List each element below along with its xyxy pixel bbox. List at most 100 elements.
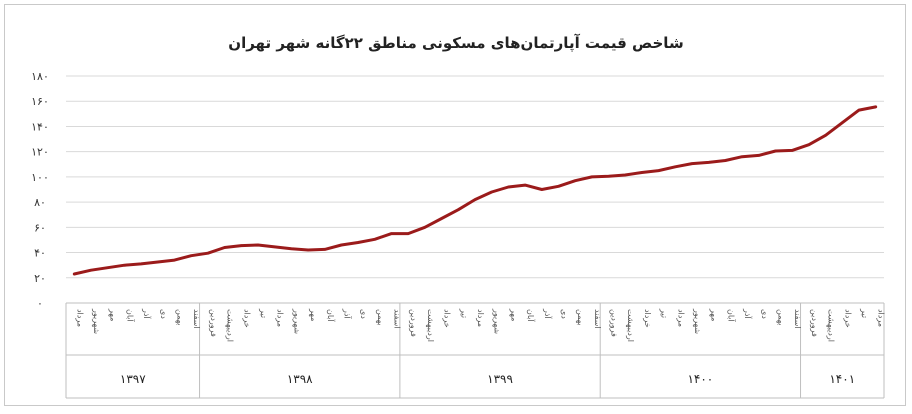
y-tick-label: ۱۴۰	[31, 120, 49, 133]
series-line	[72, 105, 878, 276]
data-point	[206, 251, 210, 255]
x-tick-label: اردیبهشت	[226, 309, 235, 342]
data-point	[240, 244, 243, 247]
x-tick-label: دی	[559, 309, 568, 319]
x-tick-label: اسفند	[393, 309, 402, 329]
x-tick-label: آبان	[125, 309, 135, 323]
data-point	[457, 208, 460, 211]
data-point	[407, 232, 410, 235]
data-point	[123, 263, 126, 267]
x-tick-label: مهر	[109, 308, 118, 321]
x-tick-label: فروردین	[610, 309, 619, 337]
data-point	[223, 246, 226, 249]
data-point	[440, 217, 443, 220]
data-point	[73, 272, 76, 276]
x-tick-label: خرداد	[843, 309, 852, 328]
y-tick-label: ۰	[37, 297, 43, 310]
data-point	[523, 183, 527, 187]
x-tick-label: مرداد	[676, 309, 685, 327]
x-tick-label: اردیبهشت	[827, 309, 836, 342]
x-tick-label: اسفند	[793, 309, 802, 329]
data-point	[139, 262, 143, 266]
x-tick-label: بهمن	[176, 309, 185, 326]
x-tick-label: اسفند	[192, 309, 201, 329]
x-tick-label: اردیبهشت	[626, 309, 635, 342]
y-tick-label: ۸۰	[34, 196, 46, 209]
chart-frame	[4, 4, 906, 406]
data-point	[807, 143, 811, 146]
x-tick-label: بهمن	[776, 309, 785, 326]
x-tick-label: شهریور	[92, 308, 101, 334]
data-point	[290, 247, 293, 250]
x-tick-label: اسفند	[593, 309, 602, 329]
year-label: ۱۳۹۷	[120, 372, 146, 386]
x-tick-label: مهر	[710, 308, 719, 321]
y-tick-label: ۱۶۰	[31, 95, 49, 108]
data-point	[640, 171, 644, 174]
y-axis: ۰ ۲۰ ۴۰ ۶۰ ۸۰ ۱۰۰ ۱۲۰ ۱۴۰ ۱۶۰ ۱۸۰	[31, 70, 49, 310]
data-point	[674, 165, 677, 168]
x-tick-label: آبان	[326, 309, 336, 323]
data-point	[390, 232, 393, 235]
data-point	[657, 169, 660, 172]
x-tick-label: مرداد	[476, 309, 485, 327]
gridlines	[66, 75, 884, 304]
x-tick-label: شهریور	[292, 308, 301, 334]
x-tick-label: خرداد	[643, 309, 652, 328]
x-tick-label: مرداد	[75, 309, 84, 327]
x-tick-label: تیر	[259, 308, 268, 318]
year-label: ۱۴۰۱	[829, 372, 855, 386]
data-point	[173, 258, 176, 262]
data-point	[106, 266, 109, 269]
x-tick-label: فروردین	[209, 309, 218, 337]
data-point	[624, 173, 627, 177]
data-point	[824, 134, 827, 137]
x-tick-label: دی	[760, 309, 769, 319]
x-tick-label: تیر	[860, 308, 869, 318]
data-point	[557, 185, 560, 188]
x-tick-label: شهریور	[493, 308, 502, 334]
series-group	[72, 105, 878, 276]
y-tick-label: ۶۰	[34, 221, 46, 234]
x-tick-label: مرداد	[877, 309, 886, 327]
year-label: ۱۳۹۸	[287, 372, 313, 386]
y-tick-label: ۴۰	[34, 247, 46, 260]
y-tick-label: ۲۰	[34, 272, 46, 285]
x-tick-label: بهمن	[376, 309, 385, 326]
x-tick-label: اردیبهشت	[426, 309, 435, 342]
data-point	[507, 185, 510, 189]
x-tick-label: مهر	[309, 308, 318, 321]
data-point	[273, 245, 276, 249]
x-tick-label: خرداد	[242, 309, 251, 328]
x-tick-label: آبان	[526, 309, 536, 323]
y-tick-label: ۱۸۰	[31, 70, 49, 83]
data-point	[373, 238, 377, 241]
data-point	[340, 243, 343, 247]
data-point	[774, 149, 777, 153]
data-point	[607, 175, 610, 178]
x-tick-label: مهر	[509, 308, 518, 321]
data-point	[724, 159, 727, 162]
data-point	[690, 162, 694, 165]
data-point	[707, 161, 710, 164]
data-point	[857, 108, 861, 112]
data-point	[190, 254, 193, 257]
x-tick-label: آذر	[142, 308, 152, 319]
data-point	[841, 121, 844, 124]
data-point	[874, 105, 877, 109]
data-point	[757, 154, 760, 157]
x-tick-label: فروردین	[409, 309, 418, 337]
x-tick-label: بهمن	[576, 309, 585, 326]
data-point	[473, 198, 477, 201]
data-point	[306, 248, 310, 252]
x-tick-label: خرداد	[443, 309, 452, 328]
year-label: ۱۳۹۹	[487, 372, 513, 386]
data-point	[573, 179, 577, 182]
x-tick-label: دی	[159, 309, 168, 319]
x-tick-label: شهریور	[693, 308, 702, 334]
x-tick-label: مرداد	[276, 309, 285, 327]
data-point	[156, 260, 160, 264]
data-point	[323, 248, 326, 251]
data-point	[423, 226, 427, 229]
